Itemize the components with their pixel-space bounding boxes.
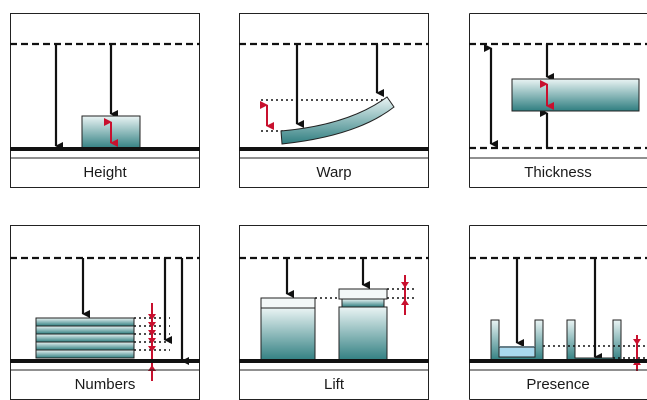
numbers-diagram	[10, 225, 200, 400]
panel-frame	[239, 13, 429, 188]
thickness-diagram	[469, 13, 647, 188]
warp-diagram	[239, 13, 429, 188]
panel-label: Numbers	[74, 376, 136, 393]
panel-presence: Presence	[469, 225, 647, 400]
container	[338, 306, 388, 362]
panel-label: Height	[83, 164, 127, 181]
measured-plate	[511, 78, 640, 112]
presence-diagram	[469, 225, 647, 400]
panel-label: Thickness	[524, 164, 592, 181]
panel-frame	[10, 13, 200, 188]
presence-measurement-icon	[633, 335, 641, 371]
cap-seated	[260, 297, 316, 309]
panel-height: Height	[10, 13, 200, 188]
panel-lift: Lift	[239, 225, 429, 400]
panel-numbers: Numbers	[10, 225, 200, 400]
lift-measurement-icon	[401, 275, 409, 315]
panel-label: Warp	[316, 164, 352, 181]
panel-label: Presence	[526, 376, 590, 393]
cap-neck	[341, 298, 385, 308]
lift-diagram	[239, 225, 429, 400]
panel-warp: Warp	[239, 13, 429, 188]
panel-label: Lift	[323, 376, 344, 393]
height-diagram	[10, 13, 200, 188]
cap-lifted	[338, 288, 388, 300]
warped-object	[280, 96, 395, 145]
container	[260, 307, 316, 362]
stacked-sheets	[35, 317, 135, 359]
panel-thickness: Thickness	[469, 13, 647, 188]
